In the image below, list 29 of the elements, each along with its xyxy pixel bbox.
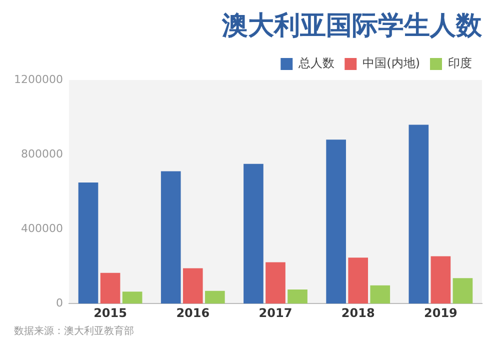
x-tick-label: 2017 — [258, 306, 292, 320]
source-note: 数据来源：澳大利亚教育部 — [13, 324, 135, 338]
legend-label: 印度 — [448, 56, 472, 70]
bar — [244, 164, 264, 304]
y-tick-label: 400000 — [20, 222, 63, 235]
y-tick-label: 1200000 — [14, 72, 63, 86]
legend-label: 中国(内地) — [362, 56, 420, 70]
bar — [452, 278, 473, 304]
bar — [160, 171, 181, 304]
y-tick-label: 0 — [56, 296, 63, 310]
bar — [430, 256, 451, 304]
x-tick-label: 2018 — [341, 306, 375, 320]
x-tick-label: 2019 — [424, 306, 458, 320]
x-tick-label: 2016 — [176, 306, 210, 320]
y-tick-label: 800000 — [20, 147, 63, 160]
bar — [182, 268, 203, 304]
bar — [78, 182, 98, 304]
chart-title: 澳大利亚国际学生人数 — [220, 10, 483, 43]
bar — [205, 290, 225, 304]
bar — [100, 272, 120, 304]
bar — [122, 292, 142, 304]
legend-label: 总人数 — [298, 56, 335, 70]
bar — [288, 289, 308, 304]
bar — [370, 285, 390, 304]
bar — [408, 124, 429, 304]
bar — [326, 140, 346, 304]
bar — [348, 258, 368, 304]
x-tick-label: 2015 — [94, 306, 127, 320]
bar — [266, 262, 286, 304]
